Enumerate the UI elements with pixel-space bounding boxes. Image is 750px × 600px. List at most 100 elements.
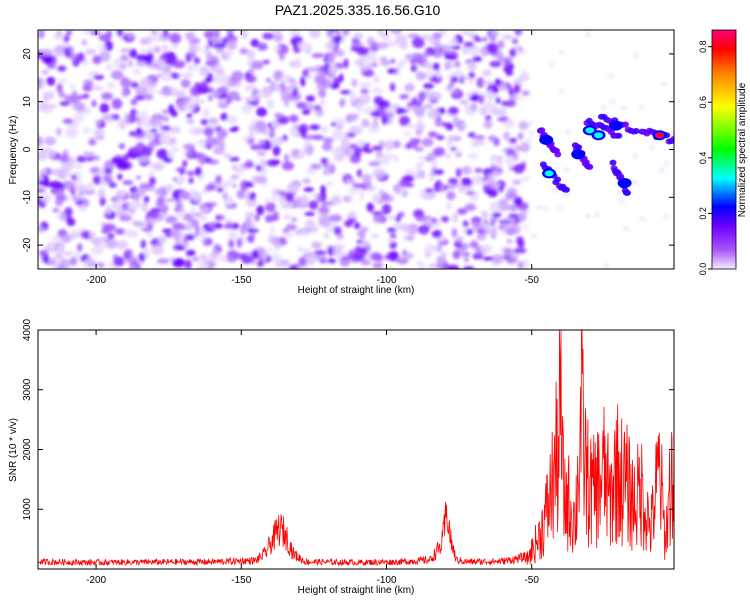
heatmap-cell xyxy=(52,34,65,40)
heatmap-cell xyxy=(98,33,112,42)
heatmap-cell xyxy=(87,71,98,76)
heatmap-cell xyxy=(171,109,178,118)
heatmap-cell xyxy=(113,256,125,267)
heatmap-cell xyxy=(360,247,368,256)
heatmap-cell xyxy=(103,223,116,232)
heatmap-cell xyxy=(161,228,174,234)
heatmap-cell xyxy=(309,169,317,175)
heatmap-cell xyxy=(489,60,502,68)
heatmap-cell xyxy=(56,127,62,136)
heatmap-cell xyxy=(50,168,63,176)
heatmap-cell xyxy=(499,83,508,92)
heatmap-cell xyxy=(189,44,202,53)
heatmap-cell xyxy=(56,83,63,94)
heatmap-cell xyxy=(585,31,592,37)
heatmap-cell xyxy=(395,34,407,45)
heatmap-cell xyxy=(221,74,230,84)
heatmap-cell xyxy=(434,117,443,127)
heatmap-cell xyxy=(128,112,134,124)
heatmap-cell xyxy=(47,64,56,69)
heatmap-cell xyxy=(234,96,242,102)
heatmap-cell xyxy=(508,62,514,71)
heatmap-cell xyxy=(509,217,516,224)
heatmap-cell xyxy=(167,54,174,66)
heatmap-cell xyxy=(489,201,501,213)
heatmap-cell xyxy=(248,123,256,134)
heatmap-cell xyxy=(43,54,54,65)
heatmap-cell xyxy=(505,155,514,164)
heatmap-cell xyxy=(302,108,311,115)
heatmap-cell xyxy=(139,77,152,89)
heatmap-cell xyxy=(69,256,78,266)
heatmap-cell xyxy=(411,37,425,49)
heatmap-cell xyxy=(457,208,468,215)
heatmap-cell xyxy=(366,202,375,213)
heatmap-cell xyxy=(497,116,508,122)
heatmap-cell xyxy=(58,91,66,98)
heatmap-cell xyxy=(416,161,425,168)
heatmap-cell xyxy=(64,47,70,57)
heatmap-cell xyxy=(427,131,438,138)
heatmap-cell xyxy=(132,68,142,75)
heatmap-cell xyxy=(276,190,289,195)
heatmap-cell xyxy=(517,213,526,221)
heatmap-cell xyxy=(494,78,501,87)
heatmap-cell xyxy=(465,203,477,212)
heatmap-cell xyxy=(455,168,462,178)
heatmap-cell xyxy=(273,45,281,52)
heatmap-cell xyxy=(607,73,614,79)
heatmap-cell xyxy=(505,229,517,236)
heatmap-cell xyxy=(324,232,330,239)
heatmap-cell xyxy=(314,254,327,261)
heatmap-cell xyxy=(138,182,152,190)
heatmap-cell xyxy=(497,40,505,49)
heatmap-cell xyxy=(271,252,281,264)
heatmap-cell xyxy=(44,136,57,146)
heatmap-cell xyxy=(170,43,179,50)
heatmap-cell xyxy=(443,61,455,70)
heatmap-cell xyxy=(69,83,76,90)
heatmap-cell xyxy=(360,226,369,233)
heatmap-cell xyxy=(138,156,151,163)
heatmap-cell xyxy=(384,139,395,151)
heatmap-cell xyxy=(320,157,328,165)
heatmap-cell xyxy=(450,45,462,50)
heatmap-cell xyxy=(135,175,142,180)
heatmap-cell xyxy=(600,104,607,110)
heatmap-cell xyxy=(71,174,77,181)
heatmap-cell xyxy=(124,229,135,238)
heatmap-cell xyxy=(251,250,260,259)
heatmap-cell xyxy=(306,145,314,156)
heatmap-cell xyxy=(264,198,271,204)
heatmap-cell xyxy=(305,254,317,265)
heatmap-cell xyxy=(71,195,82,202)
heatmap-cell xyxy=(81,39,88,46)
heatmap-cell xyxy=(157,36,171,42)
heatmap-cell xyxy=(469,102,478,112)
heatmap-cell xyxy=(91,100,97,108)
heatmap-cell xyxy=(185,249,196,257)
heatmap-cell xyxy=(300,194,309,204)
heatmap-cell xyxy=(250,144,263,151)
heatmap-cell xyxy=(186,64,199,71)
heatmap-cell xyxy=(262,59,270,65)
heatmap-cell xyxy=(372,262,384,269)
heatmap-cell xyxy=(632,52,639,58)
heatmap-cell xyxy=(245,160,254,168)
heatmap-cell xyxy=(298,229,309,236)
heatmap-cell xyxy=(199,155,205,166)
heatmap-cell xyxy=(291,217,297,222)
heatmap-cell xyxy=(207,94,214,102)
heatmap-cell xyxy=(212,90,221,98)
heatmap-cell xyxy=(415,129,423,136)
heatmap-cell xyxy=(404,131,412,136)
heatmap-cell xyxy=(245,216,252,227)
heatmap-cell xyxy=(258,123,267,133)
heatmap-cell xyxy=(525,137,532,143)
heatmap-cell xyxy=(97,188,106,199)
heatmap-cell xyxy=(162,109,168,115)
heatmap-cell xyxy=(267,247,273,253)
heatmap-cell xyxy=(111,200,123,209)
heatmap-cell xyxy=(58,155,71,163)
heatmap-cell xyxy=(476,77,485,89)
